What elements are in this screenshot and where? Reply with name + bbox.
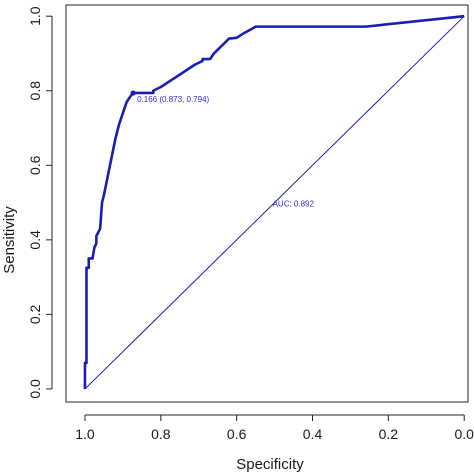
y-tick-label: 0.0 xyxy=(27,379,43,399)
x-tick-label: 0.2 xyxy=(379,426,399,442)
y-tick-label: 0.2 xyxy=(27,304,43,324)
y-tick-label: 1.0 xyxy=(27,6,43,26)
y-axis-title: Sensitivity xyxy=(1,206,18,274)
x-tick-label: 0.0 xyxy=(454,426,474,442)
reference-diagonal-line xyxy=(84,15,465,390)
y-tick-label: 0.8 xyxy=(27,81,43,101)
y-tick-label: 0.6 xyxy=(27,155,43,175)
plot-area: 0.166 (0.873, 0.794) AUC: 0.892 xyxy=(65,4,469,403)
x-axis: 1.0 0.8 0.6 0.4 0.2 0.0 xyxy=(75,414,474,442)
x-tick-label: 0.4 xyxy=(303,426,323,442)
y-axis: 0.0 0.2 0.4 0.6 0.8 1.0 xyxy=(27,6,53,399)
x-tick-label: 0.8 xyxy=(151,426,171,442)
auc-label: AUC: 0.892 xyxy=(273,199,315,208)
x-axis-title: Specificity xyxy=(236,456,304,473)
threshold-label: 0.166 (0.873, 0.794) xyxy=(137,95,209,104)
y-tick-label: 0.4 xyxy=(27,230,43,250)
x-tick-label: 0.6 xyxy=(227,426,247,442)
x-tick-label: 1.0 xyxy=(75,426,95,442)
plot-frame xyxy=(65,4,469,403)
threshold-point xyxy=(130,90,136,96)
